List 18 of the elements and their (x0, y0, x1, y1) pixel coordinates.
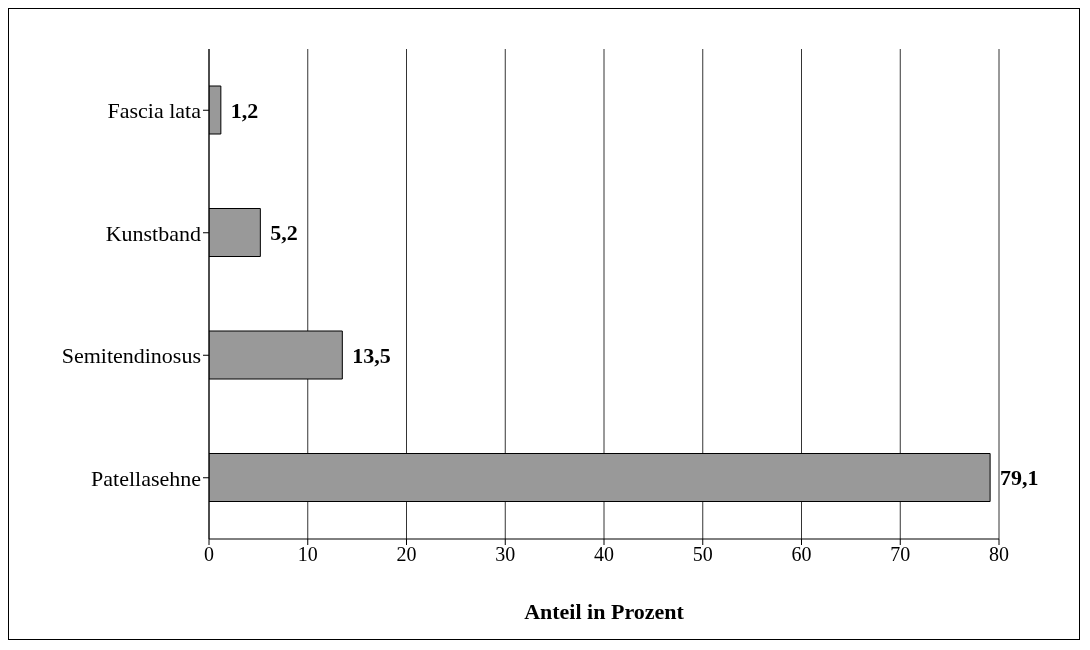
data-label: 13,5 (352, 342, 391, 368)
x-tick-label: 50 (692, 543, 713, 566)
data-label: 79,1 (1000, 465, 1039, 490)
x-tick-label: 40 (594, 543, 614, 566)
x-tick-label: 30 (495, 543, 516, 566)
y-tick-label: Kunstband (105, 220, 201, 246)
x-tick-label: 70 (890, 543, 911, 566)
x-axis-title: Anteil in Prozent (524, 599, 685, 624)
y-tick-label: Fascia lata (107, 98, 202, 124)
x-tick-label: 10 (297, 543, 318, 566)
y-tick-label: Patellasehne (91, 465, 201, 491)
x-tick-label: 20 (396, 543, 417, 566)
data-label: 1,2 (230, 97, 259, 123)
x-tick-label: 60 (791, 543, 812, 566)
x-tick-label: 0 (204, 543, 214, 566)
y-tick-label: Semitendinosus (61, 343, 201, 369)
x-tick-label: 80 (989, 543, 1009, 566)
data-label: 5,2 (270, 220, 298, 245)
